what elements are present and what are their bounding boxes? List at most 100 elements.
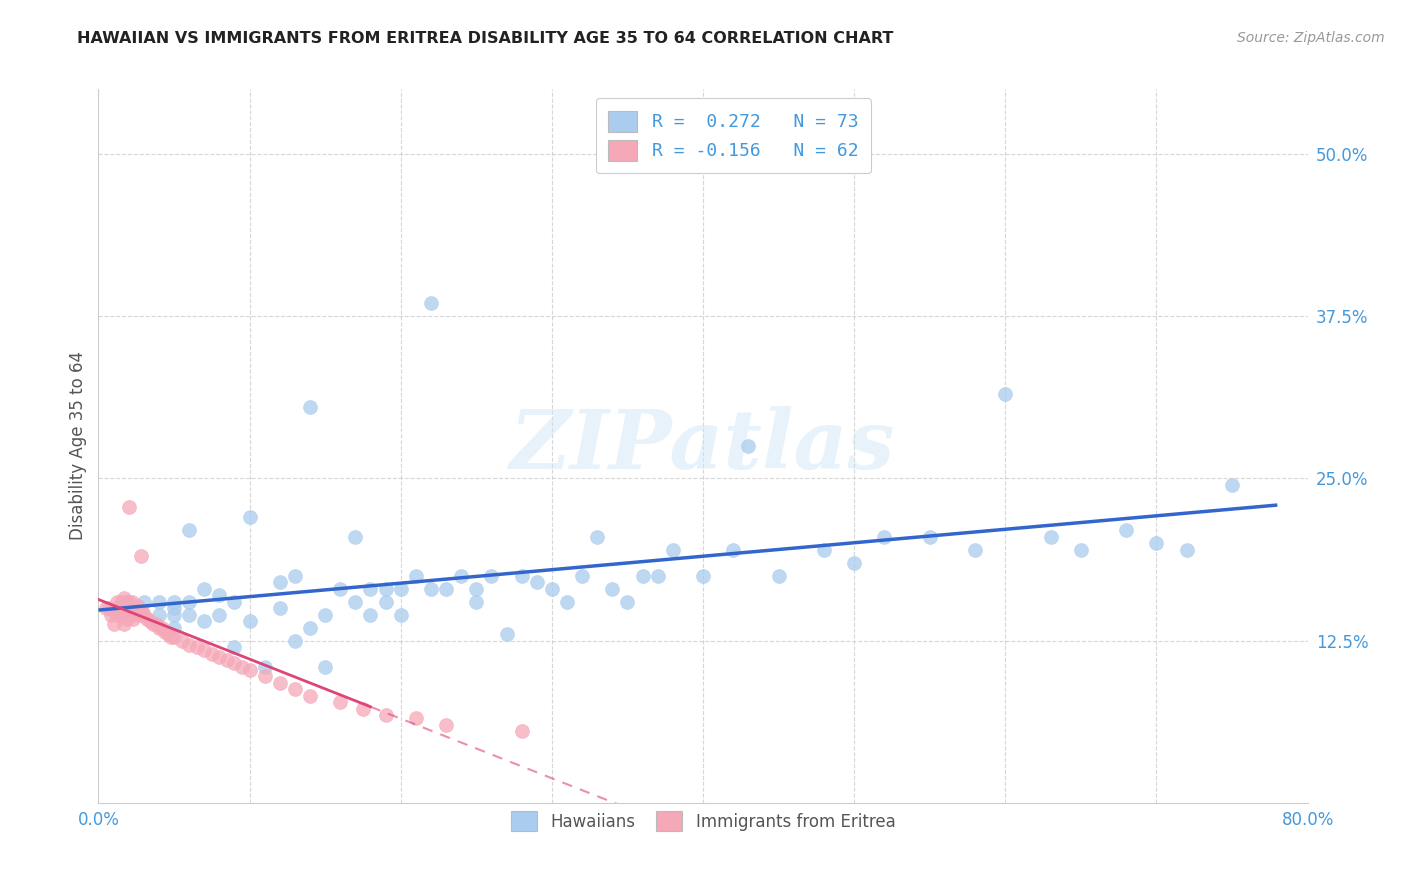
Point: [142, 616, 165, 631]
Point: [374, 595, 396, 609]
Point: [148, 595, 170, 609]
Point: [160, 630, 183, 644]
Point: [193, 614, 215, 628]
Point: [360, 582, 382, 596]
Y-axis label: Disability Age 35 to 64: Disability Age 35 to 64: [69, 351, 87, 541]
Point: [201, 647, 224, 661]
Point: [118, 601, 141, 615]
Point: [121, 604, 143, 618]
Point: [148, 607, 170, 622]
Text: HAWAIIAN VS IMMIGRANTS FROM ERITREA DISABILITY AGE 35 TO 64 CORRELATION CHART: HAWAIIAN VS IMMIGRANTS FROM ERITREA DISA…: [77, 31, 894, 46]
Point: [224, 595, 246, 609]
Point: [231, 659, 253, 673]
Point: [844, 556, 866, 570]
Point: [115, 611, 138, 625]
Point: [1220, 478, 1243, 492]
Point: [132, 595, 155, 609]
Point: [299, 621, 322, 635]
Point: [602, 582, 624, 596]
Point: [329, 695, 352, 709]
Point: [918, 530, 941, 544]
Point: [193, 582, 215, 596]
Point: [163, 630, 186, 644]
Point: [163, 601, 186, 615]
Point: [481, 568, 503, 582]
Point: [450, 568, 472, 582]
Point: [873, 530, 896, 544]
Point: [510, 724, 533, 739]
Point: [114, 595, 136, 609]
Point: [510, 568, 533, 582]
Point: [163, 607, 186, 622]
Point: [120, 604, 142, 618]
Point: [965, 542, 987, 557]
Point: [360, 607, 382, 622]
Point: [208, 607, 231, 622]
Point: [1175, 542, 1198, 557]
Point: [179, 595, 201, 609]
Point: [661, 542, 683, 557]
Point: [94, 601, 117, 615]
Point: [148, 621, 170, 635]
Point: [224, 640, 246, 654]
Point: [434, 718, 457, 732]
Point: [100, 607, 122, 622]
Point: [127, 599, 149, 613]
Point: [186, 640, 208, 654]
Point: [129, 549, 152, 564]
Point: [420, 582, 443, 596]
Point: [224, 656, 246, 670]
Point: [269, 676, 291, 690]
Point: [586, 530, 609, 544]
Point: [110, 607, 132, 622]
Point: [179, 638, 201, 652]
Point: [105, 595, 128, 609]
Point: [692, 568, 714, 582]
Point: [284, 633, 307, 648]
Point: [139, 614, 162, 628]
Point: [118, 595, 141, 609]
Point: [994, 387, 1017, 401]
Point: [284, 681, 307, 696]
Point: [299, 690, 322, 704]
Point: [314, 607, 336, 622]
Text: Source: ZipAtlas.com: Source: ZipAtlas.com: [1237, 31, 1385, 45]
Point: [128, 604, 150, 618]
Point: [374, 582, 396, 596]
Point: [98, 601, 121, 615]
Point: [253, 659, 276, 673]
Point: [107, 604, 129, 618]
Point: [374, 707, 396, 722]
Point: [314, 659, 336, 673]
Point: [389, 607, 412, 622]
Point: [813, 542, 835, 557]
Point: [495, 627, 517, 641]
Point: [526, 575, 548, 590]
Point: [352, 702, 374, 716]
Point: [114, 604, 136, 618]
Point: [420, 296, 443, 310]
Point: [105, 607, 128, 622]
Point: [647, 568, 669, 582]
Point: [170, 633, 193, 648]
Point: [389, 582, 412, 596]
Point: [215, 653, 238, 667]
Point: [110, 595, 132, 609]
Point: [112, 591, 135, 605]
Legend: Hawaiians, Immigrants from Eritrea: Hawaiians, Immigrants from Eritrea: [503, 805, 903, 838]
Point: [269, 601, 291, 615]
Point: [1039, 530, 1062, 544]
Point: [737, 439, 759, 453]
Point: [103, 616, 125, 631]
Point: [129, 607, 152, 622]
Point: [329, 582, 352, 596]
Point: [135, 611, 157, 625]
Point: [269, 575, 291, 590]
Point: [1144, 536, 1167, 550]
Point: [118, 500, 141, 514]
Point: [131, 604, 153, 618]
Point: [465, 595, 488, 609]
Point: [193, 642, 215, 657]
Point: [163, 595, 186, 609]
Point: [239, 510, 262, 524]
